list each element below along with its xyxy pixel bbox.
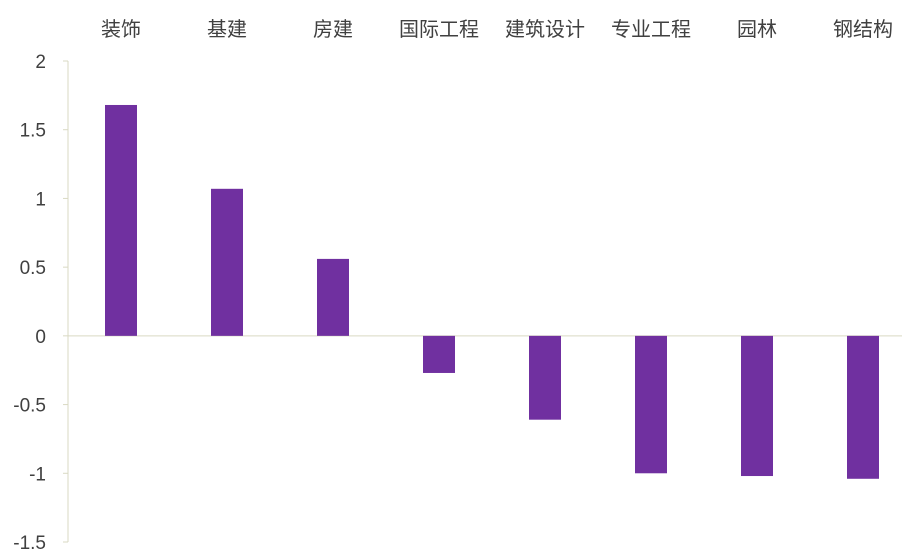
bar xyxy=(635,335,667,474)
category-label: 基建 xyxy=(207,17,247,41)
bar xyxy=(741,335,773,477)
bar xyxy=(423,335,455,373)
category-label: 园林 xyxy=(737,17,777,41)
y-tick-label: 1 xyxy=(35,189,46,210)
bar xyxy=(105,104,137,336)
y-tick-label: 0 xyxy=(35,327,46,348)
category-label: 建筑设计 xyxy=(505,17,585,41)
bar xyxy=(529,335,561,420)
category-label: 专业工程 xyxy=(611,17,691,41)
y-tick-label: 0.5 xyxy=(20,258,46,279)
category-label: 钢结构 xyxy=(833,17,893,41)
category-label: 房建 xyxy=(313,17,353,41)
y-axis: 2 1.5 1 0.5 0 -0.5 -1 -1.5 xyxy=(13,52,69,549)
y-tick-label: 1.5 xyxy=(20,121,46,142)
category-labels: 装饰 基建 房建 国际工程 建筑设计 专业工程 园林 钢结构 xyxy=(101,17,893,41)
y-tick-label: -1 xyxy=(29,464,46,485)
bar xyxy=(317,258,349,336)
y-tick-label: -1.5 xyxy=(13,533,46,549)
bar-series xyxy=(105,104,879,479)
bar xyxy=(211,188,243,336)
bar xyxy=(847,335,879,479)
y-tick-label: -0.5 xyxy=(13,396,46,417)
y-tick-label: 2 xyxy=(35,52,46,73)
category-label: 国际工程 xyxy=(399,17,479,41)
category-label: 装饰 xyxy=(101,17,141,41)
